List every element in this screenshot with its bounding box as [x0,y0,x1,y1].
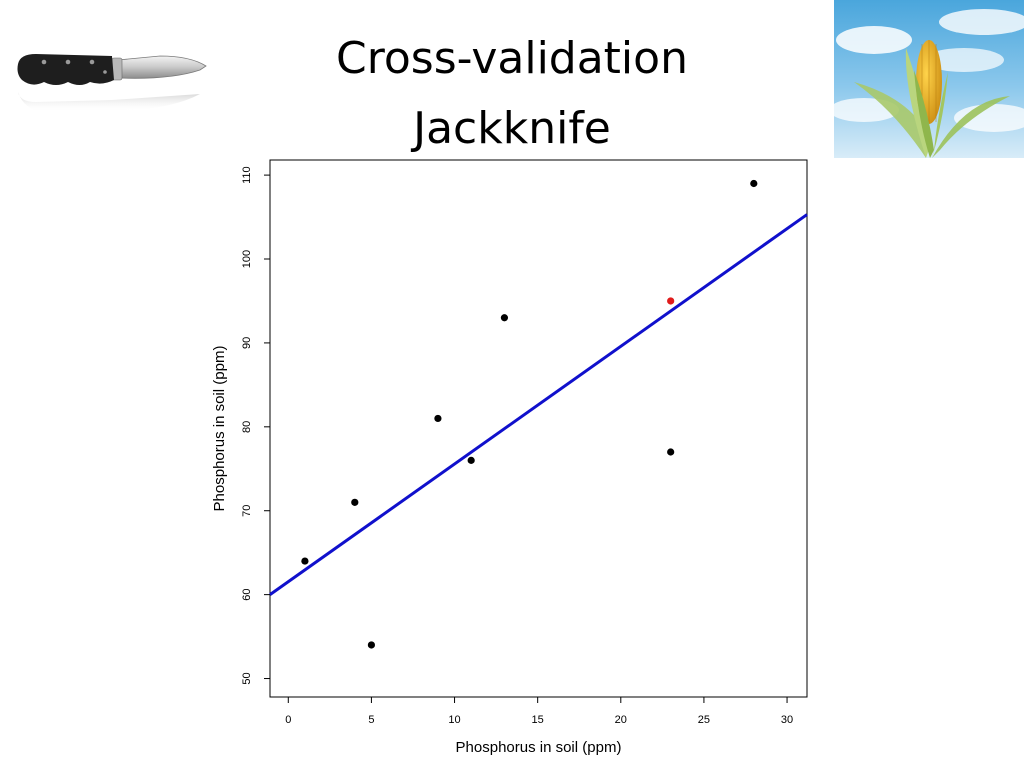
x-tick-label: 30 [781,714,793,726]
data-point [351,498,359,506]
held-out-data-point [667,297,675,305]
y-tick-label: 90 [241,337,253,349]
x-tick-label: 25 [698,714,710,726]
slide-title: Cross-validation Jackknife [262,24,762,164]
y-tick-label: 110 [241,166,253,184]
y-tick-label: 70 [241,505,253,517]
data-point [301,557,309,565]
data-point [367,641,376,649]
slide-title-line-2: Jackknife [413,103,611,154]
data-points [301,179,758,649]
data-point [434,414,442,423]
data-point [750,179,758,188]
y-axis: 50 60 70 80 90 100 110 [241,166,270,685]
corn-image [834,0,1024,158]
x-tick-label: 5 [368,714,374,726]
y-tick-label: 100 [241,250,253,268]
x-tick-label: 20 [615,714,627,726]
knife-image [17,54,207,112]
data-point [467,456,475,464]
y-tick-label: 60 [241,589,253,601]
x-tick-label: 15 [532,714,544,726]
data-point [500,314,509,322]
x-tick-label: 0 [285,714,291,726]
regression-line [269,213,808,596]
slide-title-line-1: Cross-validation [336,33,688,84]
x-axis: 0 5 10 15 20 25 30 [285,697,793,726]
y-tick-label: 50 [241,672,253,684]
y-axis-title: Phosphorus in soil (ppm) [211,346,228,512]
y-tick-label: 80 [241,421,253,433]
x-axis-title: Phosphorus in soil (ppm) [456,739,622,756]
data-point [667,448,675,456]
plot-area-frame [269,159,808,698]
x-tick-label: 10 [448,714,460,726]
